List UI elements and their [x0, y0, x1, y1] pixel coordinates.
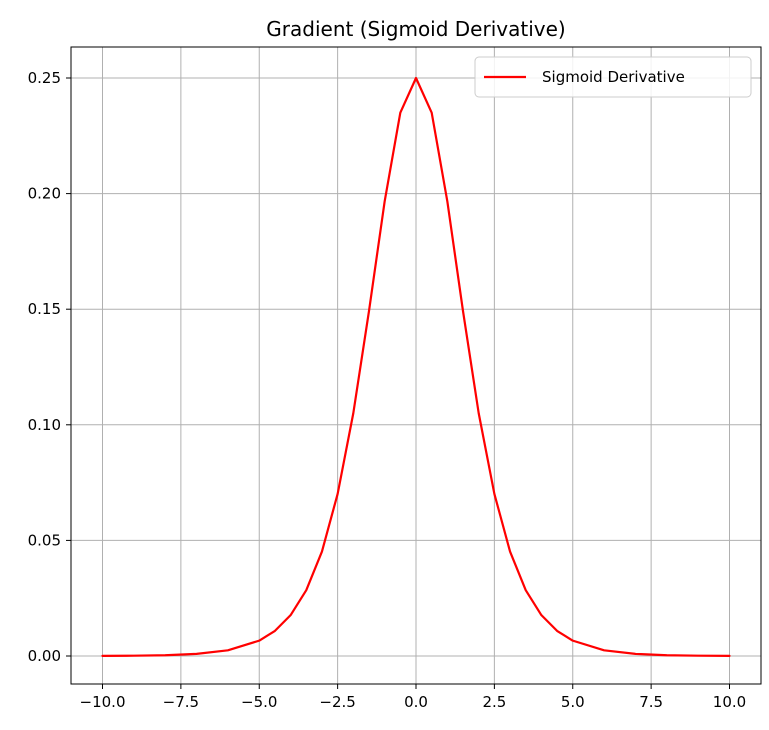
x-tick-label: 0.0 [404, 693, 428, 711]
legend-box [474, 56, 752, 98]
x-tick-label: 7.5 [639, 693, 663, 711]
x-tick-label: −2.5 [319, 693, 355, 711]
chart-title: Gradient (Sigmoid Derivative) [266, 17, 565, 41]
ticks: −10.0 −7.5 −5.0 −2.5 0.0 2.5 5.0 7.5 10.0 0.00 0.0… [28, 69, 747, 711]
legend-label-sigmoid-derivative: Sigmoid Derivative [542, 68, 685, 86]
series-line-sigmoid-derivative [101, 76, 731, 657]
x-tick-label: 10.0 [713, 693, 746, 711]
y-tick-label: 0.00 [28, 647, 61, 665]
legend: Sigmoid Derivative [474, 56, 752, 98]
grid [71, 47, 761, 684]
x-tick-label: −5.0 [241, 693, 277, 711]
y-tick-label: 0.15 [28, 300, 61, 318]
y-tick-label: 0.25 [28, 69, 61, 87]
y-tick-label: 0.10 [28, 416, 61, 434]
y-tick-label: 0.20 [28, 185, 61, 203]
y-tick-label: 0.05 [28, 531, 61, 549]
x-tick-label: −10.0 [80, 693, 126, 711]
x-tick-label: 2.5 [482, 693, 506, 711]
x-tick-label: 5.0 [561, 693, 585, 711]
series-layer [101, 76, 731, 657]
x-tick-label: −7.5 [163, 693, 199, 711]
